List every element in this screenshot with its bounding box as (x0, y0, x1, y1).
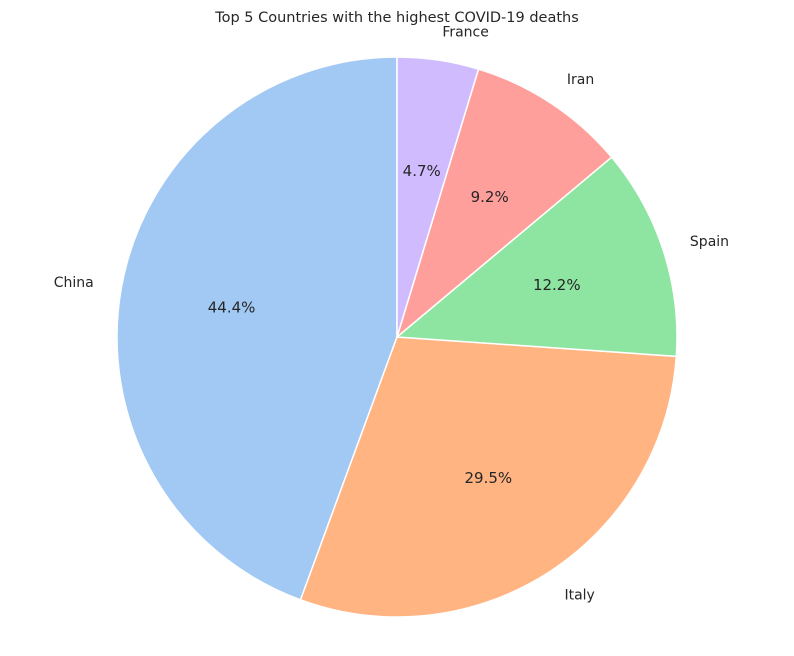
slice-label-iran: Iran (567, 72, 594, 88)
pie-slice-china (116, 56, 398, 601)
chart-title: Top 5 Countries with the highest COVID-1… (214, 10, 579, 26)
pie-labels: 44.4% China 29.5% Italy 12.2% Spain 9.2% Iran 4.… (54, 24, 729, 603)
pct-label-france: 4.7% (403, 162, 441, 180)
slice-label-france: France (442, 24, 489, 40)
pie-slice-france (396, 56, 480, 338)
pct-label-china: 44.4% (208, 299, 256, 317)
slice-label-spain: Spain (690, 234, 729, 250)
pie-slice-italy (299, 336, 678, 618)
slice-label-italy: Italy (564, 587, 594, 603)
pie-slices (116, 56, 678, 618)
pct-label-iran: 9.2% (471, 188, 509, 206)
slice-label-china: China (54, 275, 94, 291)
pie-slice-spain (396, 156, 678, 358)
pct-label-italy: 29.5% (465, 469, 513, 487)
pct-label-spain: 12.2% (533, 276, 581, 294)
pie-slice-iran (396, 68, 613, 338)
